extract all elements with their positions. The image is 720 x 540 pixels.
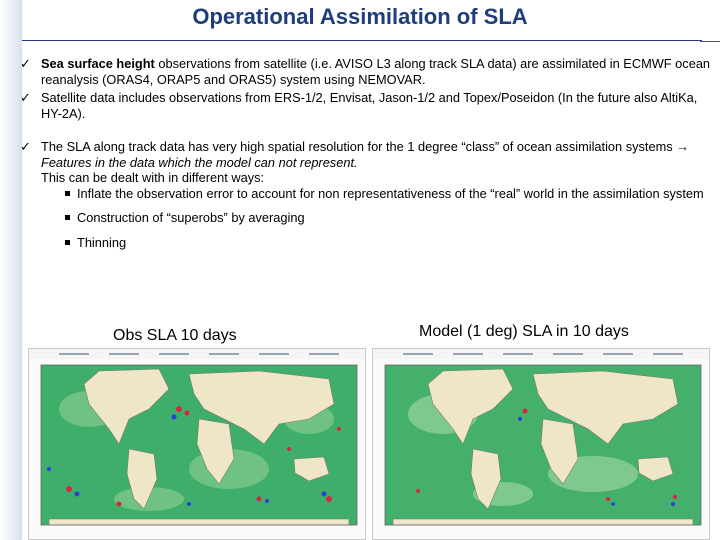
title-divider bbox=[22, 40, 702, 41]
bullet-2-text: Satellite data includes observations fro… bbox=[41, 90, 698, 121]
sub-bullet-3: Thinning bbox=[20, 235, 716, 251]
bullet-list: ✓ Sea surface height observations from s… bbox=[20, 56, 716, 250]
obs-sla-map bbox=[28, 348, 366, 540]
sub-bullet-3-text: Thinning bbox=[77, 234, 127, 250]
model-map-caption: Model (1 deg) SLA in 10 days bbox=[419, 323, 629, 340]
square-bullet-icon bbox=[65, 215, 70, 220]
checkmark-icon: ✓ bbox=[20, 139, 31, 154]
model-map-graphic bbox=[373, 349, 709, 526]
left-decor-bar bbox=[0, 0, 22, 540]
bullet-1-bold: Sea surface height bbox=[41, 56, 155, 71]
bullet-3-text: The SLA along track data has very high s… bbox=[41, 139, 677, 154]
sub-bullet-1-text: Inflate the observation error to account… bbox=[77, 185, 704, 201]
obs-map-graphic bbox=[29, 349, 365, 526]
square-bullet-icon bbox=[65, 239, 70, 245]
bullet-item-2: ✓ Satellite data includes observations f… bbox=[20, 90, 716, 121]
bullet-item-3: ✓ The SLA along track data has very high… bbox=[20, 139, 716, 186]
square-bullet-icon bbox=[65, 190, 70, 196]
right-arrow-icon: → bbox=[676, 139, 689, 154]
checkmark-icon: ✓ bbox=[20, 90, 31, 105]
checkmark-icon: ✓ bbox=[20, 56, 31, 71]
bullet-1-text: observations from satellite (i.e. AVISO … bbox=[41, 56, 711, 87]
bullet-3-italic: Features in the data which the model can… bbox=[41, 154, 358, 170]
bullet-3-text-b: This can be dealt with in different ways… bbox=[41, 170, 265, 185]
model-sla-map bbox=[372, 348, 710, 540]
obs-map-caption: Obs SLA 10 days bbox=[113, 327, 237, 344]
sub-bullet-2-text: Construction of “superobs” by averaging bbox=[77, 210, 305, 225]
bullet-item-1: ✓ Sea surface height observations from s… bbox=[20, 56, 716, 87]
sub-bullet-1: Inflate the observation error to account… bbox=[20, 186, 716, 202]
sub-bullet-2: Construction of “superobs” by averaging bbox=[20, 210, 716, 226]
title-divider-tail bbox=[700, 41, 720, 42]
slide-title: Operational Assimilation of SLA bbox=[192, 4, 528, 29]
